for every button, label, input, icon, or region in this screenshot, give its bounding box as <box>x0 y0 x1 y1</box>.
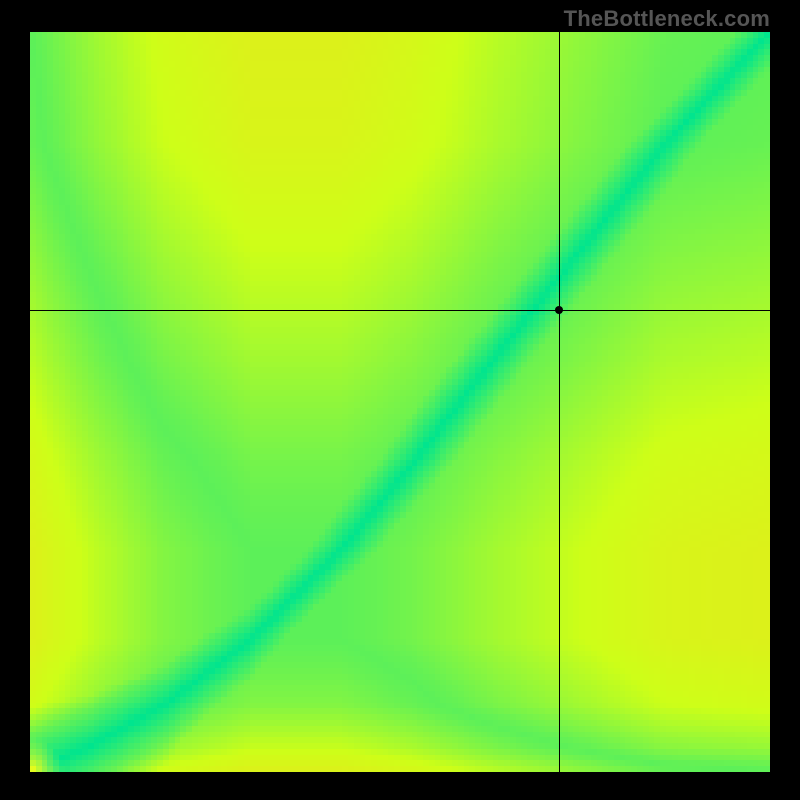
bottleneck-heatmap <box>30 32 770 772</box>
chart-container: TheBottleneck.com <box>0 0 800 800</box>
plot-area <box>30 32 770 772</box>
crosshair-vertical-line <box>559 32 560 772</box>
watermark-text: TheBottleneck.com <box>564 6 770 32</box>
crosshair-intersection-dot[interactable] <box>555 306 563 314</box>
crosshair-horizontal-line <box>30 310 770 311</box>
